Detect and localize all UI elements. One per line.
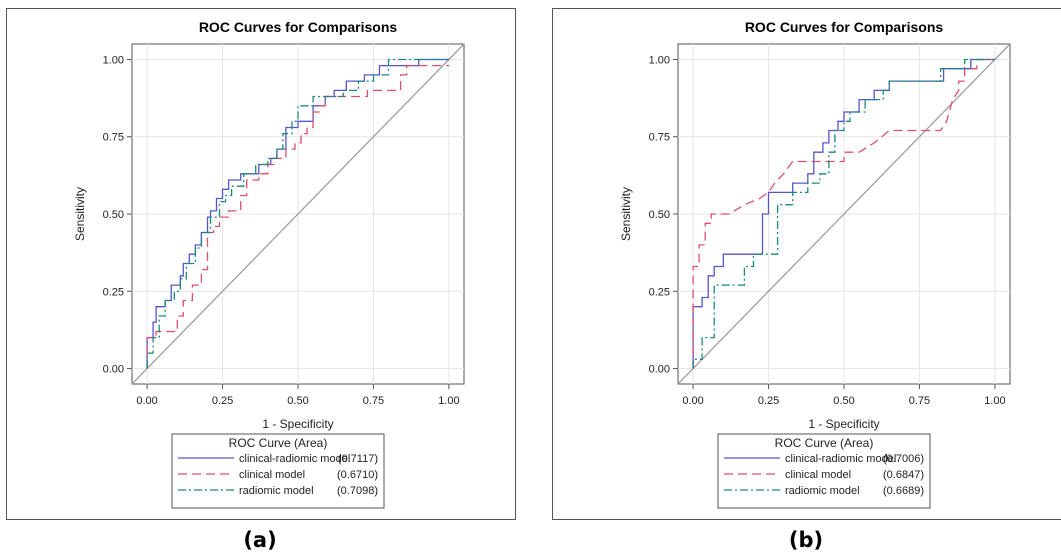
x-axis-label: 1 - Specificity	[808, 417, 879, 431]
legend-box	[717, 433, 931, 509]
y-axis-label: Sensitivity	[73, 187, 87, 241]
x-tick-label: 0.50	[833, 395, 854, 407]
roc-curve-clinical	[692, 58, 995, 369]
legend-entry-value: (0.6710)	[337, 469, 378, 481]
x-axis-label: 1 - Specificity	[262, 417, 333, 431]
x-tick-label: 1.00	[438, 395, 459, 407]
chart-title: ROC Curves for Comparisons	[199, 19, 398, 35]
y-tick-label: 1.00	[649, 54, 670, 66]
roc-curve-radiomic	[146, 58, 449, 369]
chart-panel-b: ROC Curves for Comparisons 0.00 0.00 0.25 0.…	[552, 8, 1061, 520]
y-tick-label: 0.75	[649, 132, 670, 144]
legend-entry-label: clinical-radiomic model	[785, 453, 896, 465]
x-tick-label: 1.00	[984, 395, 1005, 407]
legend-entry-label: clinical model	[239, 469, 305, 481]
reference-diagonal-line	[677, 43, 1011, 385]
legend-title: ROC Curve (Area)	[229, 436, 328, 450]
legend-entry-label: radiomic model	[239, 485, 314, 497]
legend-entry-label: clinical-radiomic model	[239, 453, 350, 465]
legend-entry-value: (0.7006)	[883, 453, 924, 465]
roc-chart-a: ROC Curves for Comparisons 0.00 0.00 0.25 0.…	[73, 19, 465, 509]
roc-curve-clinical	[146, 64, 449, 369]
x-tick-label: 0.25	[758, 395, 779, 407]
y-tick-label: 0.75	[103, 132, 124, 144]
chart-panel-a: ROC Curves for Comparisons 0.00 0.00 0.25 0.…	[6, 8, 516, 520]
legend-entry-value: (0.7098)	[337, 485, 378, 497]
x-tick-label: 0.00	[682, 395, 703, 407]
y-tick-label: 0.00	[103, 364, 124, 376]
x-tick-label: 0.25	[212, 395, 233, 407]
y-tick-label: 0.50	[103, 209, 124, 221]
legend-box	[171, 433, 385, 509]
legend-entry-value: (0.7117)	[338, 453, 378, 465]
y-axis-label: Sensitivity	[619, 187, 633, 241]
roc-chart-b: ROC Curves for Comparisons 0.00 0.00 0.25 0.…	[619, 19, 1011, 509]
x-tick-label: 0.50	[287, 395, 308, 407]
y-tick-label: 0.25	[103, 286, 124, 298]
roc-curve-clinical-radiomic	[146, 58, 449, 369]
y-tick-label: 1.00	[103, 54, 124, 66]
legend-entry-value: (0.6689)	[883, 485, 924, 497]
reference-diagonal-line	[131, 43, 465, 385]
y-tick-label: 0.00	[649, 364, 670, 376]
legend-entry-label: clinical model	[785, 469, 851, 481]
y-tick-label: 0.50	[649, 209, 670, 221]
x-tick-label: 0.75	[363, 395, 384, 407]
legend-entry-label: radiomic model	[785, 485, 860, 497]
roc-curve-radiomic	[692, 58, 995, 369]
legend-title: ROC Curve (Area)	[775, 436, 874, 450]
legend-entry-value: (0.6847)	[883, 469, 924, 481]
y-tick-label: 0.25	[649, 286, 670, 298]
panel-caption-a: (a)	[243, 528, 277, 552]
x-tick-label: 0.00	[136, 395, 157, 407]
panel-caption-b: (b)	[788, 528, 824, 552]
x-tick-label: 0.75	[909, 395, 930, 407]
chart-title: ROC Curves for Comparisons	[745, 19, 944, 35]
